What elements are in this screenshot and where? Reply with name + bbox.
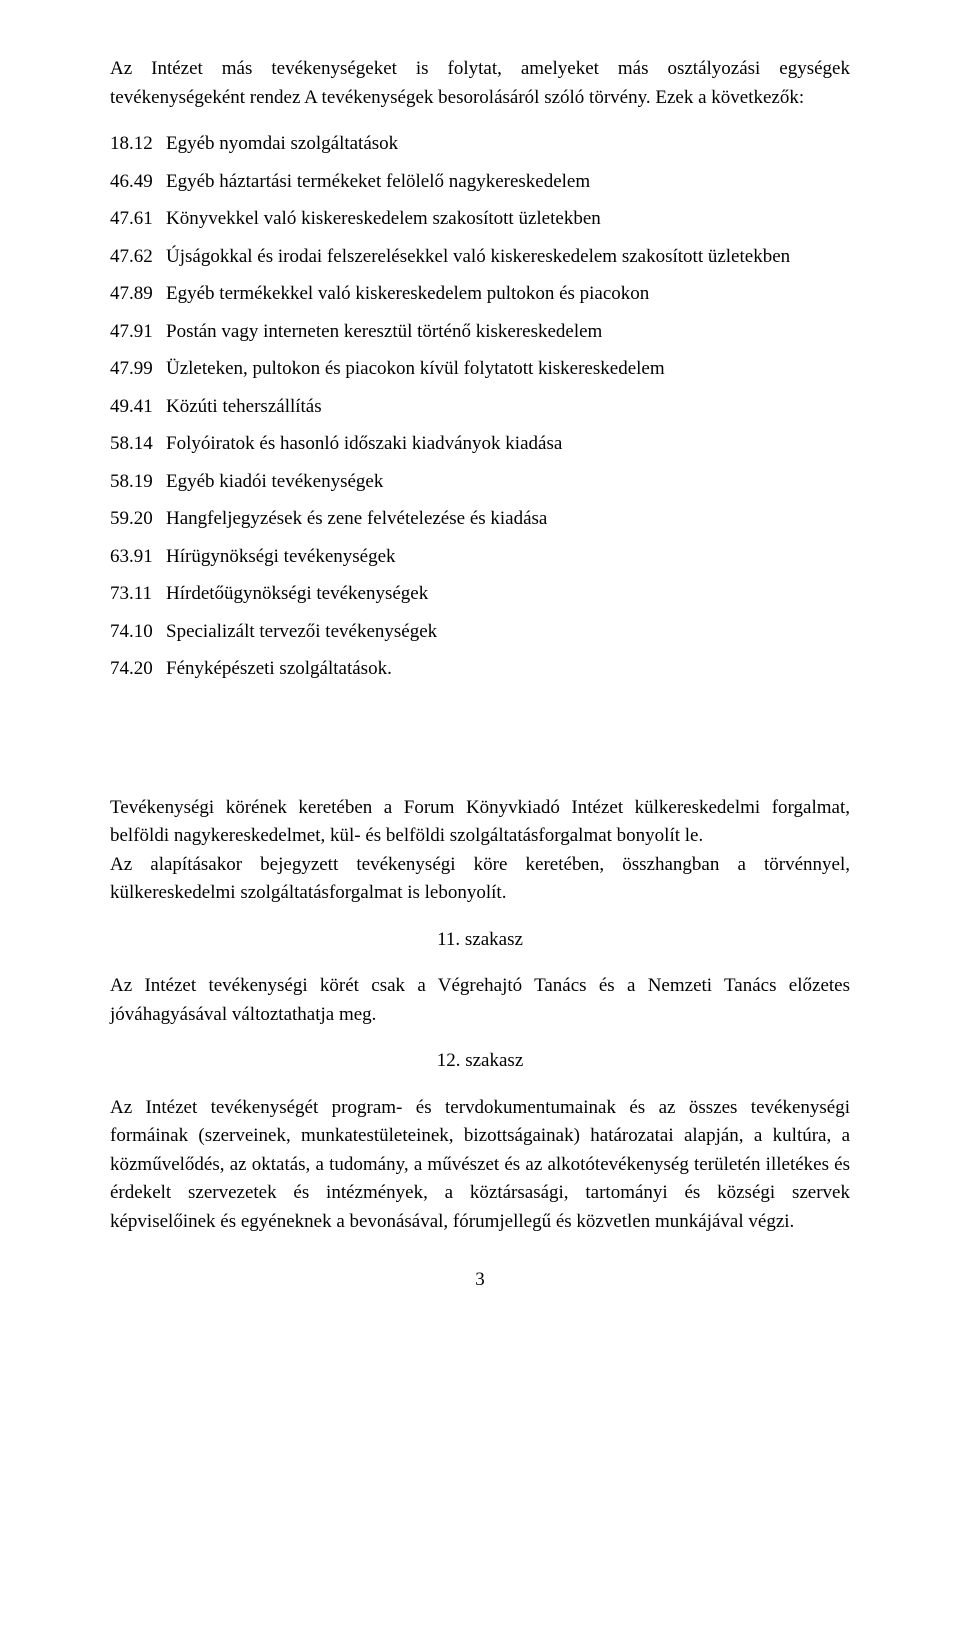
list-item: 47.99 Üzleteken, pultokon és piacokon kí… — [110, 355, 850, 384]
list-item: 63.91 Hírügynökségi tevékenységek — [110, 543, 850, 572]
body-paragraph: Tevékenységi körének keretében a Forum K… — [110, 794, 850, 851]
list-item: 74.20 Fényképészeti szolgáltatások. — [110, 655, 850, 684]
list-text: Újságokkal és irodai felszerelésekkel va… — [166, 243, 850, 272]
spacer — [110, 724, 850, 794]
list-code: 74.20 — [110, 655, 166, 684]
list-code: 47.62 — [110, 243, 166, 272]
list-text: Hírügynökségi tevékenységek — [166, 543, 850, 572]
list-text: Közúti teherszállítás — [166, 393, 850, 422]
list-code: 47.89 — [110, 280, 166, 309]
list-code: 58.19 — [110, 468, 166, 497]
list-text: Üzleteken, pultokon és piacokon kívül fo… — [166, 355, 850, 384]
list-text: Hangfeljegyzések és zene felvételezése é… — [166, 505, 850, 534]
list-item: 49.41 Közúti teherszállítás — [110, 393, 850, 422]
list-text: Egyéb kiadói tevékenységek — [166, 468, 850, 497]
list-code: 18.12 — [110, 130, 166, 159]
list-text: Egyéb nyomdai szolgáltatások — [166, 130, 850, 159]
page-number: 3 — [110, 1266, 850, 1295]
list-code: 49.41 — [110, 393, 166, 422]
list-text: Folyóiratok és hasonló időszaki kiadvány… — [166, 430, 850, 459]
list-item: 47.62 Újságokkal és irodai felszerelések… — [110, 243, 850, 272]
list-item: 58.14 Folyóiratok és hasonló időszaki ki… — [110, 430, 850, 459]
section-title-12: 12. szakasz — [110, 1047, 850, 1076]
section-title-11: 11. szakasz — [110, 926, 850, 955]
section-body-12: Az Intézet tevékenységét program- és ter… — [110, 1094, 850, 1237]
list-text: Postán vagy interneten keresztül történő… — [166, 318, 850, 347]
list-text: Egyéb termékekkel való kiskereskedelem p… — [166, 280, 850, 309]
list-code: 58.14 — [110, 430, 166, 459]
list-code: 63.91 — [110, 543, 166, 572]
list-code: 47.99 — [110, 355, 166, 384]
list-code: 74.10 — [110, 618, 166, 647]
list-item: 74.10 Specializált tervezői tevékenysége… — [110, 618, 850, 647]
list-item: 47.89 Egyéb termékekkel való kiskeresked… — [110, 280, 850, 309]
list-code: 59.20 — [110, 505, 166, 534]
list-code: 47.91 — [110, 318, 166, 347]
list-code: 47.61 — [110, 205, 166, 234]
list-item: 18.12 Egyéb nyomdai szolgáltatások — [110, 130, 850, 159]
list-text: Hírdetőügynökségi tevékenységek — [166, 580, 850, 609]
list-code: 73.11 — [110, 580, 166, 609]
list-item: 46.49 Egyéb háztartási termékeket felöle… — [110, 168, 850, 197]
body-paragraph: Az alapításakor bejegyzett tevékenységi … — [110, 851, 850, 908]
section-body-11: Az Intézet tevékenységi körét csak a Vég… — [110, 972, 850, 1029]
list-text: Specializált tervezői tevékenységek — [166, 618, 850, 647]
list-item: 73.11 Hírdetőügynökségi tevékenységek — [110, 580, 850, 609]
list-code: 46.49 — [110, 168, 166, 197]
list-item: 59.20 Hangfeljegyzések és zene felvétele… — [110, 505, 850, 534]
list-item: 58.19 Egyéb kiadói tevékenységek — [110, 468, 850, 497]
list-text: Fényképészeti szolgáltatások. — [166, 655, 850, 684]
intro-paragraph: Az Intézet más tevékenységeket is folyta… — [110, 55, 850, 112]
list-text: Egyéb háztartási termékeket felölelő nag… — [166, 168, 850, 197]
list-text: Könyvekkel való kiskereskedelem szakosít… — [166, 205, 850, 234]
list-item: 47.61 Könyvekkel való kiskereskedelem sz… — [110, 205, 850, 234]
activity-list: 18.12 Egyéb nyomdai szolgáltatások 46.49… — [110, 130, 850, 684]
list-item: 47.91 Postán vagy interneten keresztül t… — [110, 318, 850, 347]
